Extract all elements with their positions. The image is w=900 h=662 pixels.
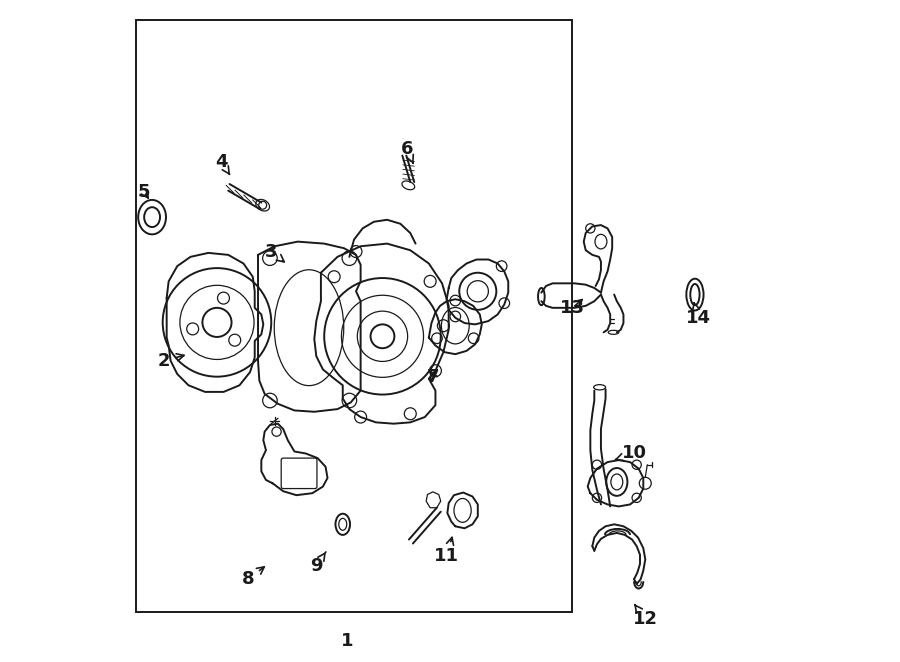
Text: 12: 12	[633, 604, 658, 628]
Text: 11: 11	[434, 538, 459, 565]
Text: 2: 2	[158, 352, 184, 370]
Text: 6: 6	[400, 140, 413, 164]
Text: 5: 5	[138, 183, 150, 201]
Text: 9: 9	[310, 552, 326, 575]
Bar	[136, 20, 572, 612]
Text: 14: 14	[686, 303, 711, 327]
Text: 13: 13	[560, 299, 585, 317]
Text: 3: 3	[265, 242, 284, 262]
Text: 7: 7	[428, 368, 440, 387]
Text: 8: 8	[242, 567, 265, 589]
Text: 1: 1	[341, 632, 354, 650]
Text: 10: 10	[616, 444, 646, 463]
Text: 4: 4	[215, 153, 230, 174]
